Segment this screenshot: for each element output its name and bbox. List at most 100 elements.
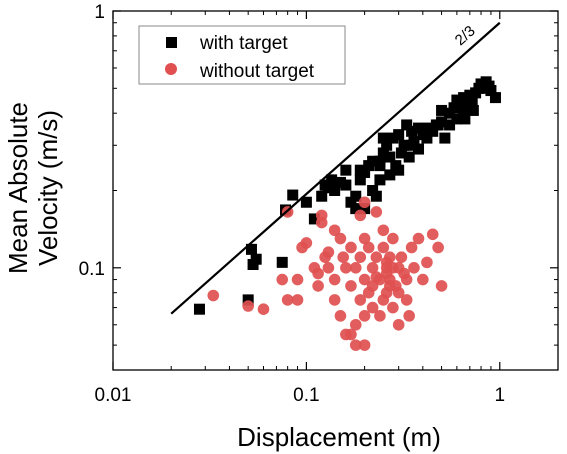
data-point-with-target <box>247 259 259 271</box>
data-point-without-target <box>334 232 347 245</box>
data-point-without-target <box>207 289 220 302</box>
data-point-without-target <box>291 294 304 306</box>
data-point-with-target <box>413 143 425 155</box>
data-point-without-target <box>387 301 399 314</box>
data-point-without-target <box>328 224 341 237</box>
data-point-with-target <box>451 113 463 125</box>
data-point-with-target <box>387 132 399 144</box>
data-point-with-target <box>439 132 451 144</box>
data-point-without-target <box>322 262 335 274</box>
data-point-without-target <box>322 246 335 259</box>
data-point-without-target <box>405 241 418 254</box>
data-point-with-target <box>408 136 420 148</box>
data-point-without-target <box>328 294 341 306</box>
data-point-with-target <box>458 107 470 119</box>
data-point-with-target <box>354 164 366 176</box>
data-point-with-target <box>326 174 338 186</box>
series-with-target <box>193 76 501 315</box>
data-point-with-target <box>367 185 379 196</box>
data-point-with-target <box>403 151 415 163</box>
data-point-with-target <box>427 125 439 137</box>
data-point-with-target <box>489 92 501 104</box>
data-point-without-target <box>257 303 270 315</box>
data-point-with-target <box>384 169 396 181</box>
data-point-without-target <box>426 228 439 241</box>
data-point-with-target <box>401 119 413 131</box>
legend-marker-with-target <box>166 37 177 48</box>
y-tick-label: 1 <box>94 2 105 23</box>
data-point-with-target <box>370 190 382 202</box>
data-point-with-target <box>398 139 410 151</box>
data-point-without-target <box>387 232 399 245</box>
y-tick-label: 0.1 <box>79 259 105 280</box>
data-point-without-target <box>366 262 379 274</box>
data-point-without-target <box>395 251 408 263</box>
data-point-without-target <box>370 271 383 283</box>
data-point-without-target <box>358 339 371 351</box>
data-point-with-target <box>245 243 257 255</box>
data-point-without-target <box>345 280 357 292</box>
data-point-without-target <box>354 294 367 306</box>
x-tick-label: 0.1 <box>293 385 319 406</box>
data-point-with-target <box>367 155 379 167</box>
data-point-with-target <box>340 164 352 176</box>
data-point-with-target <box>374 174 386 186</box>
data-point-without-target <box>242 300 254 312</box>
data-point-without-target <box>328 273 341 286</box>
data-point-with-target <box>444 119 456 131</box>
data-point-with-target <box>421 132 433 144</box>
data-point-with-target <box>390 160 402 172</box>
legend-marker-without-target <box>165 63 177 75</box>
data-point-without-target <box>417 273 429 286</box>
legend: with target without target <box>138 25 346 85</box>
data-point-with-target <box>287 189 299 201</box>
x-axis-title: Displacement (m) <box>237 422 441 452</box>
data-point-without-target <box>345 241 357 254</box>
data-point-without-target <box>349 262 362 274</box>
legend-label-with-target: with target <box>199 33 288 54</box>
data-point-without-target <box>370 206 383 218</box>
series-without-target <box>207 196 448 351</box>
data-point-with-target <box>466 94 478 106</box>
data-point-with-target <box>377 147 389 159</box>
data-point-without-target <box>358 273 371 286</box>
data-point-without-target <box>435 280 448 292</box>
data-point-without-target <box>354 209 367 222</box>
data-point-without-target <box>421 256 433 269</box>
data-point-without-target <box>408 262 420 274</box>
data-point-with-target <box>359 203 371 215</box>
data-point-with-target <box>406 125 418 137</box>
data-point-with-target <box>374 155 386 167</box>
data-point-without-target <box>337 251 350 263</box>
data-point-without-target <box>377 241 390 254</box>
data-point-with-target <box>308 213 320 225</box>
data-point-without-target <box>345 328 357 341</box>
data-point-without-target <box>291 273 304 286</box>
data-point-with-target <box>384 151 396 163</box>
data-point-without-target <box>384 280 396 292</box>
data-point-with-target <box>242 294 254 306</box>
data-point-without-target <box>281 294 294 306</box>
data-point-with-target <box>393 129 405 141</box>
data-point-without-target <box>412 232 425 245</box>
data-point-without-target <box>300 237 313 249</box>
ticks-layer: 0.01 0.1 1 0.1 1 <box>79 2 558 406</box>
data-point-without-target <box>362 241 375 254</box>
data-point-without-target <box>366 280 379 292</box>
data-point-with-target <box>377 132 389 144</box>
data-point-without-target <box>377 224 390 237</box>
data-point-without-target <box>392 286 405 299</box>
y-axis-title-line-1: Mean Absolute <box>3 102 33 274</box>
data-point-without-target <box>370 251 383 263</box>
data-point-without-target <box>312 280 324 292</box>
data-point-without-target <box>358 232 371 245</box>
data-point-with-target <box>354 174 366 186</box>
data-point-without-target <box>276 273 289 286</box>
data-point-with-target <box>451 94 463 106</box>
y-axis-title-line-2: Velocity (m/s) <box>33 110 63 266</box>
data-point-with-target <box>436 104 448 116</box>
data-point-with-target <box>322 182 334 194</box>
data-point-without-target <box>400 273 413 286</box>
data-point-without-target <box>315 209 328 222</box>
